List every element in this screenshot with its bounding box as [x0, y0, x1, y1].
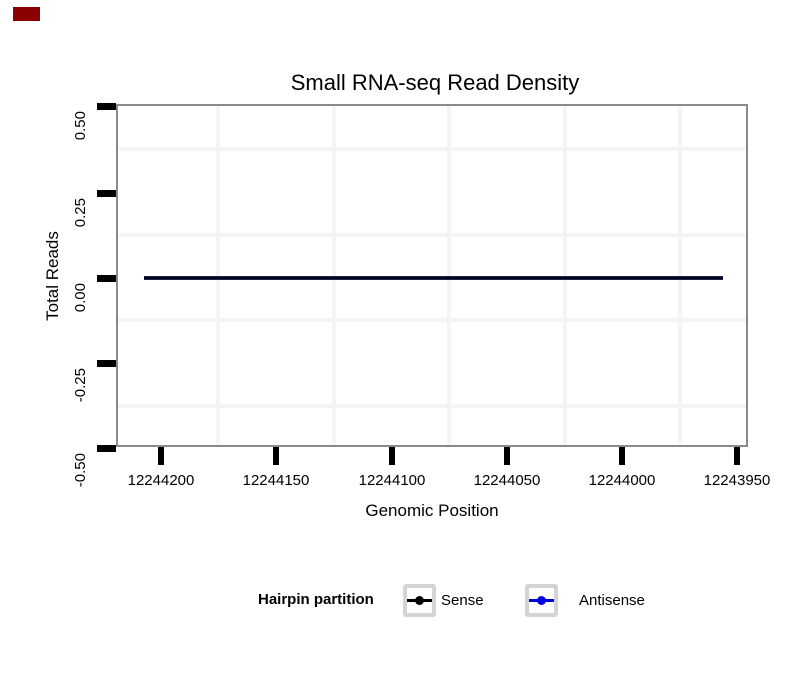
y-tick [97, 103, 116, 110]
minor-gridline-h [118, 404, 746, 408]
minor-gridline-v [447, 106, 451, 445]
x-tick [158, 447, 164, 465]
y-tick [97, 445, 116, 452]
x-tick [389, 447, 395, 465]
y-tick [97, 190, 116, 197]
legend-label-antisense: Antisense [579, 592, 645, 609]
minor-gridline-v [563, 106, 567, 445]
minor-gridline-v [678, 106, 682, 445]
y-tick-label: 0.00 [72, 283, 89, 313]
x-tick-label: 12244150 [242, 472, 310, 489]
x-tick [734, 447, 740, 465]
antisense-dot-icon [537, 596, 546, 605]
x-tick [504, 447, 510, 465]
y-tick-label: -0.50 [72, 453, 89, 488]
x-tick-label: 12243950 [703, 472, 771, 489]
legend-title: Hairpin partition [258, 591, 374, 608]
sense-dot-icon [415, 596, 424, 605]
y-tick-label: 0.50 [72, 111, 89, 141]
y-axis-title: Total Reads [43, 231, 62, 321]
minor-gridline-h [118, 233, 746, 237]
y-tick [97, 360, 116, 367]
minor-gridline-h [118, 147, 746, 151]
minor-gridline-v [216, 106, 220, 445]
x-tick-label: 12244050 [473, 472, 541, 489]
recording-indicator-box [13, 7, 40, 21]
legend-label-sense: Sense [441, 592, 484, 609]
y-tick [97, 275, 116, 282]
chart-title: Small RNA-seq Read Density [290, 70, 580, 95]
plot-panel [116, 104, 748, 447]
read-density-line [144, 276, 723, 280]
x-tick [619, 447, 625, 465]
minor-gridline-h [118, 318, 746, 322]
legend-key-antisense [525, 584, 558, 617]
x-tick-label: 12244200 [127, 472, 195, 489]
x-tick-label: 12244100 [358, 472, 426, 489]
legend-key-sense [403, 584, 436, 617]
x-axis-title: Genomic Position [365, 501, 499, 520]
y-tick-label: -0.25 [72, 368, 89, 403]
minor-gridline-v [332, 106, 336, 445]
y-tick-label: 0.25 [72, 198, 89, 228]
x-tick [273, 447, 279, 465]
x-tick-label: 12244000 [588, 472, 656, 489]
